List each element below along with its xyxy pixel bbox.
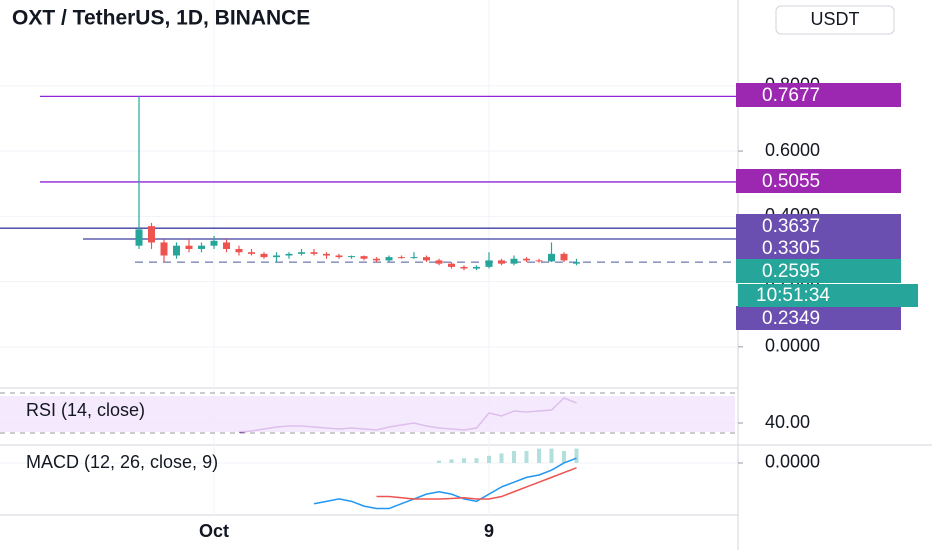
price-label: 0.3637 — [762, 216, 820, 237]
candle-body — [498, 260, 505, 264]
candle-body — [310, 252, 318, 254]
candle-body — [235, 248, 243, 253]
candle-body — [260, 253, 268, 258]
candle-body — [523, 258, 530, 261]
macd-hist — [474, 458, 479, 463]
candle-body — [198, 245, 205, 249]
candle-body — [448, 263, 455, 267]
price-label: 0.3305 — [762, 238, 820, 259]
price-label-bg — [736, 169, 901, 193]
candle-body — [348, 256, 355, 258]
candle-body — [473, 266, 480, 269]
y-tick-label: 0.0000 — [765, 336, 820, 356]
candle-body — [510, 258, 518, 264]
candle-body — [148, 226, 155, 243]
price-label: 0.5055 — [762, 171, 820, 192]
candle-body — [323, 253, 330, 256]
candle-body — [210, 240, 218, 246]
candle-body — [548, 253, 555, 262]
candle-body — [423, 257, 430, 261]
candle-body — [185, 245, 193, 249]
macd-hist — [487, 455, 491, 463]
candle-body — [160, 242, 168, 256]
macd-hist — [549, 448, 554, 463]
price-label-bg — [736, 83, 901, 107]
y-tick-label: 0.6000 — [765, 140, 820, 160]
currency-label[interactable]: USDT — [811, 9, 860, 29]
candle-body — [485, 260, 493, 267]
currency-button[interactable] — [775, 5, 895, 35]
x-tick-label: Oct — [199, 521, 229, 541]
candle-body — [410, 257, 418, 259]
candle-body — [560, 253, 568, 261]
candle-body — [223, 242, 230, 249]
macd-hist — [574, 448, 579, 463]
macd-hist — [449, 459, 454, 463]
candle-body — [435, 260, 443, 264]
indicator-line — [313, 457, 577, 510]
candle-body — [285, 253, 293, 256]
indicator-line — [376, 467, 577, 500]
price-label-bg — [736, 236, 901, 260]
rsi-title: RSI (14, close) — [26, 400, 145, 420]
candle-body — [535, 260, 543, 262]
x-tick-label: 9 — [484, 521, 494, 541]
macd-hist — [512, 450, 516, 463]
candle-body — [360, 256, 368, 259]
macd-hist — [499, 453, 504, 463]
macd-hist — [437, 460, 441, 463]
countdown-bg — [738, 284, 918, 307]
candle-body — [385, 257, 393, 261]
price-label-bg — [736, 259, 901, 283]
price-label: 0.2349 — [762, 308, 820, 329]
macd-hist — [524, 450, 529, 463]
macd-hist — [562, 450, 566, 463]
candle-body — [460, 266, 468, 269]
chart-title: OXT / TetherUS, 1D, BINANCE — [12, 7, 310, 30]
candle-body — [398, 257, 405, 259]
candle-body — [135, 229, 143, 246]
candle-body — [373, 258, 380, 261]
candle-body — [273, 255, 280, 258]
countdown: 10:51:34 — [756, 285, 830, 306]
candle-body — [248, 252, 255, 254]
y-tick-label: 40.00 — [765, 412, 810, 432]
candle-body — [573, 262, 580, 264]
candle-body — [298, 252, 305, 254]
price-label: 0.7677 — [762, 85, 820, 106]
candle-body — [335, 255, 343, 258]
price-label-bg — [736, 306, 901, 330]
plot-layer — [0, 0, 738, 515]
macd-hist — [537, 448, 541, 463]
price-label-bg — [736, 214, 901, 238]
macd-title: MACD (12, 26, close, 9) — [26, 452, 218, 472]
price-label: 0.2595 — [762, 261, 820, 282]
macd-hist — [462, 458, 466, 463]
y-tick-label: 0.0000 — [765, 452, 820, 472]
candle-body — [173, 245, 180, 256]
rsi-label-bg — [0, 396, 735, 432]
